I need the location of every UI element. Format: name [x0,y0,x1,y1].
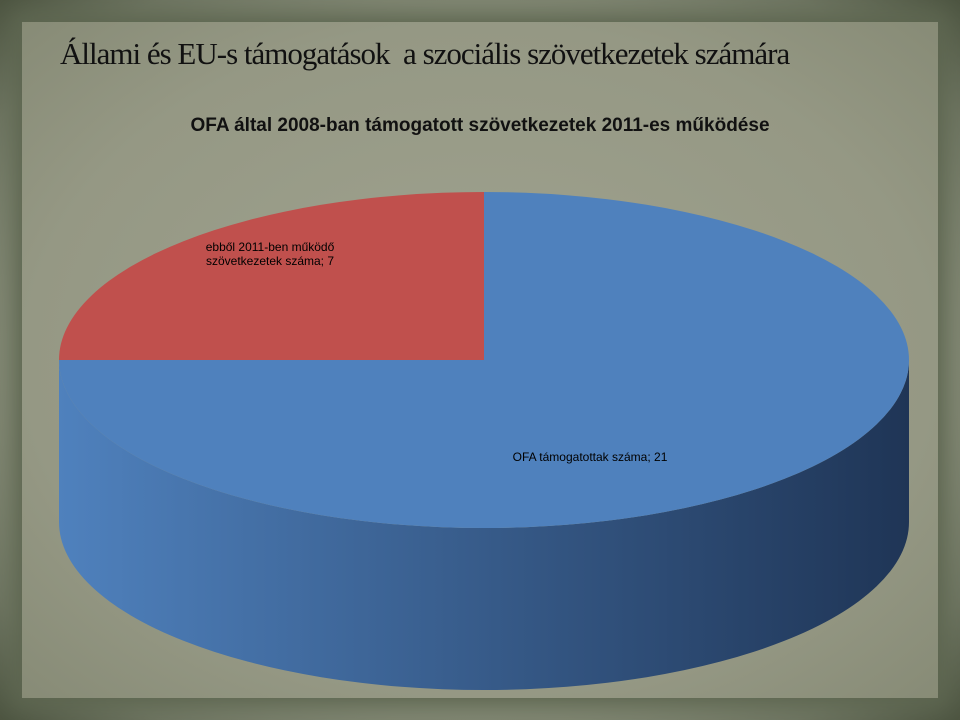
pie-slice [59,192,484,360]
chart-title: OFA által 2008-ban támogatott szövetkeze… [190,115,770,136]
pie-slice [59,192,909,528]
pie-side [59,360,909,690]
slide-title: Állami és EU-s támogatások a szociális s… [60,36,790,71]
data-label: OFA támogatottak száma; 21 [512,450,668,464]
data-label: ebből 2011-ben működő szövetkezetek szám… [205,240,335,268]
